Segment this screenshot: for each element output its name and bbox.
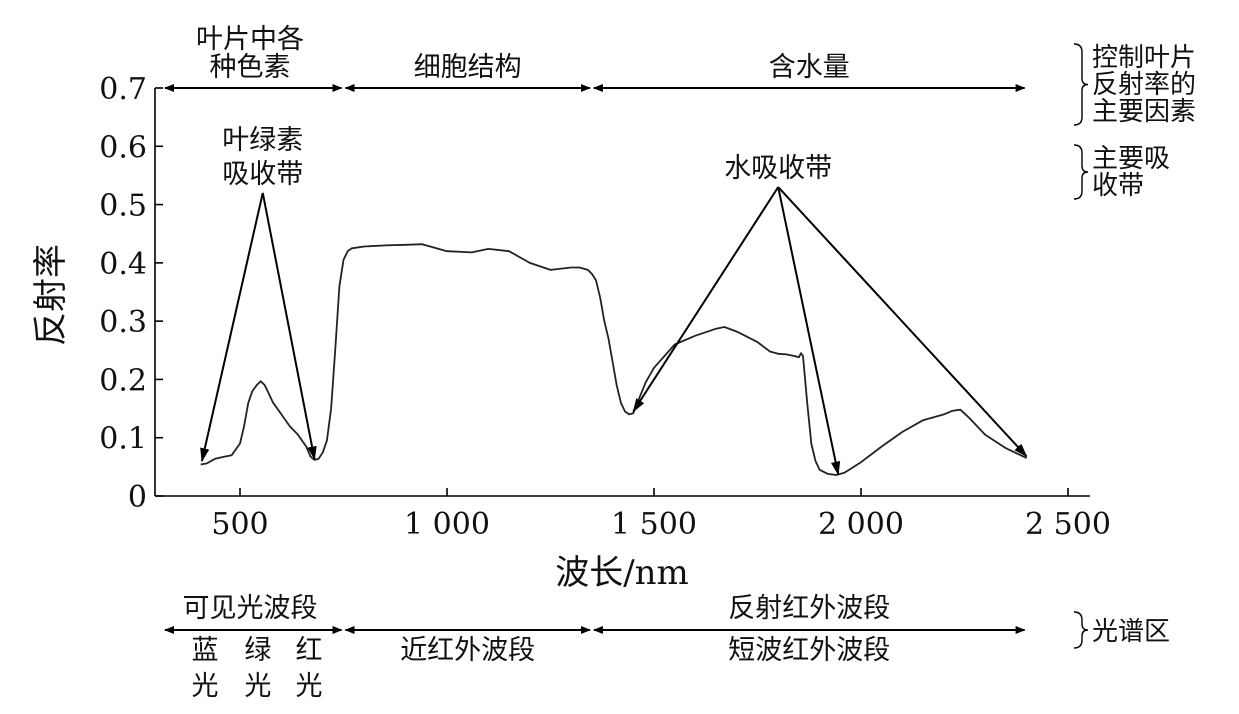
spectral-region-label: 可见光波段 [183, 593, 318, 624]
absorption-band-arrow [200, 192, 264, 463]
absorption-band-arrow [632, 186, 780, 413]
side-label: 反射率的 [1092, 70, 1196, 100]
y-ticks: 0 0.1 0.2 0.3 0.4 0.5 0.6 0.7 [99, 72, 163, 515]
y-tick-label: 0.1 [99, 422, 147, 457]
y-tick-label: 0.5 [99, 189, 147, 224]
absorption-band-label: 水吸收带 [724, 153, 832, 184]
series-group [200, 243, 1027, 476]
spectral-subregion-label: 近红外波段 [400, 635, 535, 666]
x-tick-label: 2 500 [1025, 507, 1111, 542]
side-label: 主要因素 [1092, 97, 1196, 127]
reflectance-curve [200, 243, 1027, 476]
y-tick-label: 0.2 [99, 363, 147, 398]
top-region-label: 叶片中各 [196, 24, 304, 55]
absorption-band-label: 叶绿素 [222, 125, 303, 156]
absorption-band-arrow [777, 186, 841, 476]
spectral-subregion-label: 短波红外波段 [728, 635, 890, 666]
side-label: 主要吸 [1092, 144, 1170, 174]
side-brace [1073, 43, 1089, 126]
y-tick-label: 0.7 [99, 72, 147, 107]
y-tick-label: 0.3 [99, 305, 147, 340]
x-tick-label: 1 500 [611, 507, 697, 542]
top-region-label: 种色素 [210, 52, 291, 83]
x-tick-label: 1 000 [404, 507, 490, 542]
side-label: 光谱区 [1092, 617, 1170, 647]
y-tick-label: 0.4 [99, 247, 147, 282]
top-region-label: 含水量 [769, 52, 850, 83]
x-ticks: 500 1 000 1 500 2 000 2 500 [211, 488, 1111, 542]
spectral-subregion-label: 光 [244, 671, 271, 702]
spectral-subregion-label: 光 [192, 671, 219, 702]
axes [154, 88, 1090, 497]
spectral-subregion-label: 蓝 [192, 635, 219, 666]
absorption-band-label: 吸收带 [222, 159, 303, 190]
spectral-region-label: 反射红外波段 [728, 593, 890, 624]
spectral-subregion-label: 光 [296, 671, 323, 702]
spectral-subregion-label: 绿 [244, 635, 271, 666]
absorption-band-arrow [777, 186, 1028, 458]
top-region-label: 细胞结构 [414, 52, 522, 83]
absorption-band-arrow [261, 192, 317, 461]
y-tick-label: 0.6 [99, 130, 147, 165]
y-axis-label: 反射率 [31, 244, 71, 346]
x-tick-label: 500 [211, 507, 268, 542]
spectral-subregion-label: 红 [296, 635, 323, 666]
y-tick-label: 0 [128, 480, 147, 515]
x-axis-label: 波长/nm [555, 553, 689, 593]
side-brace [1073, 611, 1089, 649]
side-label: 控制叶片 [1092, 43, 1196, 73]
x-tick-label: 2 000 [818, 507, 904, 542]
side-label: 收带 [1092, 171, 1144, 201]
side-brace [1073, 144, 1089, 200]
